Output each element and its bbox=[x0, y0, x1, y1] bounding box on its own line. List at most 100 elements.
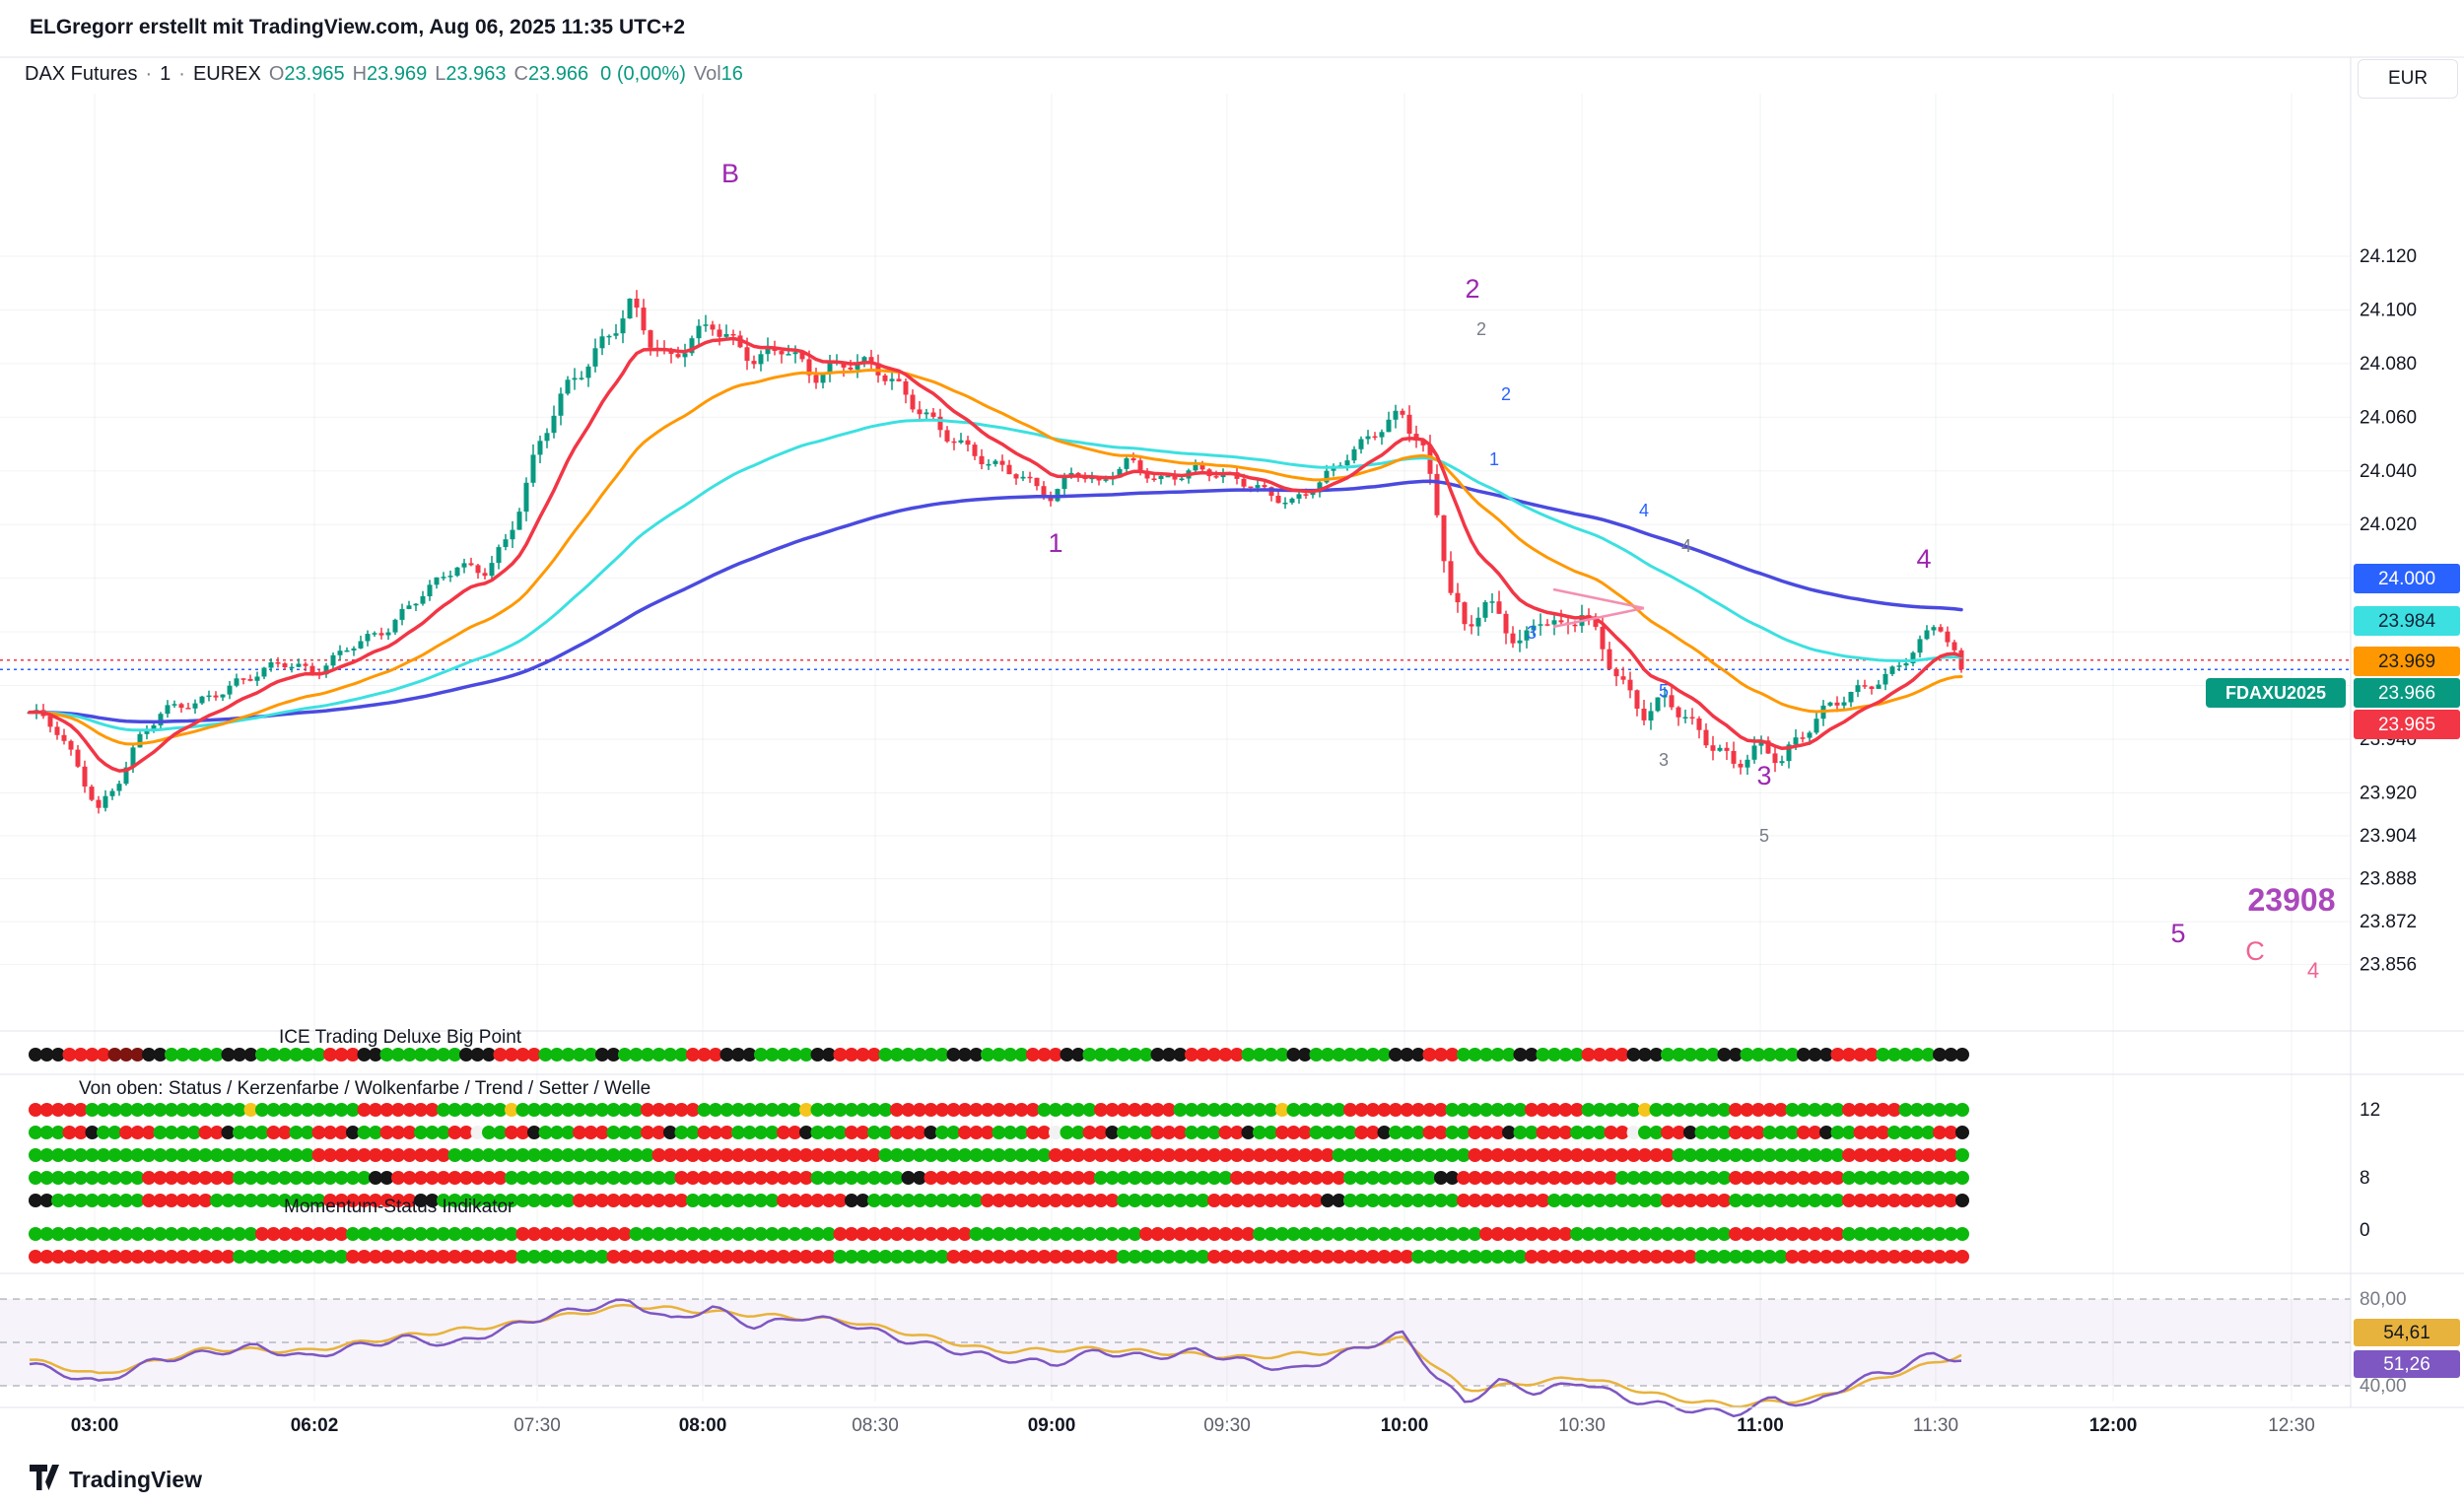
svg-text:23.904: 23.904 bbox=[2360, 826, 2418, 847]
time-axis[interactable]: 03:00 06:02 07:30 08:00 08:30 09:00 09:30 10:00… bbox=[71, 1415, 2315, 1436]
legend-close-label: C bbox=[513, 63, 528, 85]
svg-text:12: 12 bbox=[2360, 1100, 2380, 1121]
snapshot-header-title: ELGregorr erstellt mit TradingView.com, … bbox=[30, 16, 686, 38]
indicator-label-von-oben[interactable]: Von oben: Status / Kerzenfarbe / Wolkenf… bbox=[79, 1078, 651, 1099]
legend-volume-value: 16 bbox=[720, 63, 743, 85]
svg-text:4: 4 bbox=[1681, 536, 1691, 556]
oscillator-main-line bbox=[29, 1298, 1962, 1418]
svg-text:23.856: 23.856 bbox=[2360, 955, 2417, 976]
svg-text:10:00: 10:00 bbox=[1381, 1415, 1429, 1436]
candlestick-series bbox=[27, 290, 1964, 814]
svg-text:24.000: 24.000 bbox=[2378, 569, 2435, 589]
ma-line-ema-fast bbox=[28, 336, 1963, 773]
von-oben-dots-row-3 bbox=[29, 1148, 1969, 1162]
ma-line-ema-slowest bbox=[28, 479, 1963, 724]
legend-close-value: 23.966 bbox=[527, 63, 589, 85]
svg-text:23.965: 23.965 bbox=[2378, 715, 2435, 735]
price-badge-24.000: 24.000 bbox=[2354, 564, 2460, 593]
svg-text:5: 5 bbox=[2170, 919, 2185, 948]
svg-text:24.060: 24.060 bbox=[2360, 407, 2417, 428]
legend-open-label: O bbox=[268, 63, 285, 85]
legend-open: O 23.965 bbox=[269, 63, 345, 86]
pennant-drawing[interactable] bbox=[1552, 587, 1645, 629]
contract-tag: FDAXU2025 bbox=[2206, 678, 2346, 708]
svg-text:08:00: 08:00 bbox=[679, 1415, 727, 1436]
legend-low: L 23.963 bbox=[435, 63, 506, 86]
wave-labels[interactable]: B 1 2 2 2 1 4 4 3 5 3 3 5 4 5 23908 C 4 bbox=[721, 159, 2336, 983]
legend-change: 0 (0,00%) bbox=[600, 63, 686, 85]
svg-text:FDAXU2025: FDAXU2025 bbox=[2225, 683, 2326, 703]
legend-separator: · bbox=[145, 63, 153, 85]
svg-text:2: 2 bbox=[1501, 384, 1511, 404]
svg-text:03:00: 03:00 bbox=[71, 1415, 119, 1436]
svg-text:5: 5 bbox=[1759, 826, 1769, 846]
momentum-dots-row-2 bbox=[29, 1250, 1969, 1264]
svg-text:1: 1 bbox=[1489, 449, 1499, 469]
ma-line-ema-slow bbox=[28, 418, 1963, 732]
legend-high: H 23.969 bbox=[353, 63, 428, 86]
svg-text:23.984: 23.984 bbox=[2378, 611, 2436, 632]
svg-text:24.080: 24.080 bbox=[2360, 354, 2417, 375]
legend-symbol-name: DAX Futures bbox=[25, 63, 138, 85]
svg-text:3: 3 bbox=[1756, 761, 1771, 790]
svg-text:23.872: 23.872 bbox=[2360, 912, 2417, 932]
indicator-label-ice-trading[interactable]: ICE Trading Deluxe Big Point bbox=[279, 1027, 522, 1048]
svg-text:24.020: 24.020 bbox=[2360, 514, 2417, 535]
von-oben-dots-row-4 bbox=[29, 1171, 1969, 1185]
legend-volume: Vol 16 bbox=[694, 63, 743, 86]
price-axis[interactable]: 24.120 24.100 24.080 24.060 24.040 24.020 23.9… bbox=[2354, 246, 2460, 1397]
oscillator-badge-51,26: 51,26 bbox=[2354, 1350, 2460, 1378]
svg-text:3: 3 bbox=[1659, 750, 1669, 770]
svg-text:24.120: 24.120 bbox=[2360, 246, 2417, 267]
currency-button[interactable]: EUR bbox=[2358, 59, 2458, 99]
svg-text:08:30: 08:30 bbox=[852, 1415, 899, 1436]
footer-brand-text: TradingView bbox=[69, 1467, 203, 1492]
svg-text:24.040: 24.040 bbox=[2360, 461, 2417, 482]
legend-separator: · bbox=[178, 63, 185, 85]
svg-text:23908: 23908 bbox=[2248, 882, 2336, 918]
legend-high-label: H bbox=[352, 63, 368, 85]
svg-text:8: 8 bbox=[2360, 1168, 2370, 1189]
svg-text:3: 3 bbox=[1527, 623, 1537, 643]
von-oben-dots-row-5 bbox=[29, 1194, 1969, 1207]
symbol-legend[interactable]: DAX Futures · 1 · EUREX O 23.965 H 23.969 … bbox=[25, 63, 743, 86]
svg-text:23.969: 23.969 bbox=[2378, 651, 2435, 672]
price-badge-23.965: 23.965 bbox=[2354, 710, 2460, 739]
svg-text:4: 4 bbox=[1916, 544, 1931, 574]
svg-text:23.920: 23.920 bbox=[2360, 783, 2417, 803]
ma-line-ema-medium bbox=[28, 369, 1963, 746]
svg-text:B: B bbox=[721, 159, 739, 188]
footer-brand[interactable]: TradingView bbox=[30, 1465, 202, 1495]
legend-high-value: 23.969 bbox=[367, 63, 428, 85]
legend-close: C 23.966 bbox=[514, 63, 589, 86]
svg-text:23.966: 23.966 bbox=[2378, 683, 2435, 704]
svg-text:2: 2 bbox=[1476, 319, 1486, 339]
von-oben-dots-row-2 bbox=[29, 1126, 1969, 1139]
price-badge-23.969: 23.969 bbox=[2354, 647, 2460, 676]
svg-text:09:30: 09:30 bbox=[1203, 1415, 1251, 1436]
indicator-label-momentum[interactable]: Momentum-Status Indikator bbox=[284, 1197, 514, 1217]
svg-text:10:30: 10:30 bbox=[1558, 1415, 1606, 1436]
svg-text:12:00: 12:00 bbox=[2089, 1415, 2138, 1436]
legend-exchange: EUREX bbox=[192, 63, 261, 85]
svg-text:24.100: 24.100 bbox=[2360, 300, 2417, 320]
svg-text:5: 5 bbox=[1659, 681, 1669, 701]
svg-text:23.888: 23.888 bbox=[2360, 869, 2417, 890]
svg-text:54,61: 54,61 bbox=[2383, 1323, 2430, 1343]
svg-text:12:30: 12:30 bbox=[2268, 1415, 2315, 1436]
svg-text:1: 1 bbox=[1048, 528, 1062, 558]
legend-interval: 1 bbox=[160, 63, 171, 85]
svg-text:51,26: 51,26 bbox=[2383, 1354, 2430, 1375]
legend-low-value: 23.963 bbox=[445, 63, 507, 85]
svg-text:11:30: 11:30 bbox=[1913, 1415, 1958, 1436]
svg-text:06:02: 06:02 bbox=[291, 1415, 339, 1436]
tradingview-logo-icon bbox=[30, 1465, 59, 1495]
svg-text:80,00: 80,00 bbox=[2360, 1289, 2407, 1310]
svg-text:C: C bbox=[2245, 936, 2265, 966]
svg-text:40,00: 40,00 bbox=[2360, 1376, 2407, 1397]
ice-dots-row-1 bbox=[29, 1048, 1969, 1062]
momentum-dots-row-1 bbox=[29, 1227, 1969, 1241]
legend-volume-label: Vol bbox=[693, 63, 721, 85]
